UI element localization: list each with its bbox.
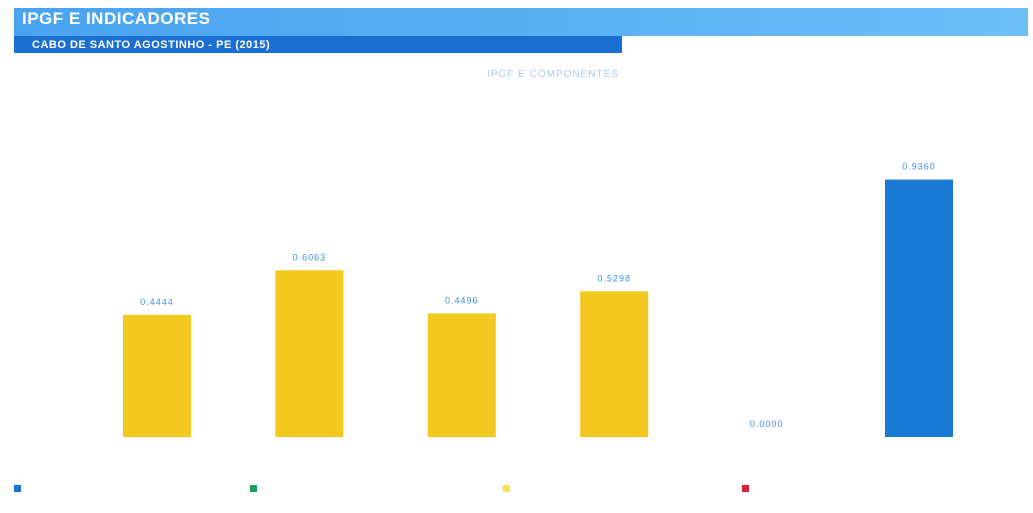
chart-title: IPGF E COMPONENTES — [487, 69, 619, 80]
data-label-0: 0.4444 — [140, 297, 174, 307]
bar-3 — [580, 291, 649, 437]
data-label-3: 0.5298 — [597, 273, 631, 283]
bar-1 — [275, 270, 344, 437]
bar-5 — [885, 179, 953, 437]
data-label-2: 0.4496 — [445, 295, 479, 305]
legend-swatch-0 — [14, 485, 21, 492]
legend-swatch-2 — [503, 485, 510, 492]
header-bar — [14, 8, 1028, 36]
bar-2 — [427, 313, 496, 437]
data-label-4: 0.0000 — [750, 419, 784, 429]
bar-0 — [123, 314, 191, 437]
data-label-5: 0.9360 — [902, 162, 936, 172]
subheader-bar — [14, 36, 622, 53]
page-title: IPGF E INDICADORES — [22, 9, 211, 28]
legend-swatch-1 — [250, 485, 257, 492]
page-subtitle: CABO DE SANTO AGOSTINHO - PE (2015) — [32, 39, 271, 51]
legend-swatch-3 — [742, 485, 749, 492]
data-label-1: 0.6063 — [293, 252, 327, 262]
